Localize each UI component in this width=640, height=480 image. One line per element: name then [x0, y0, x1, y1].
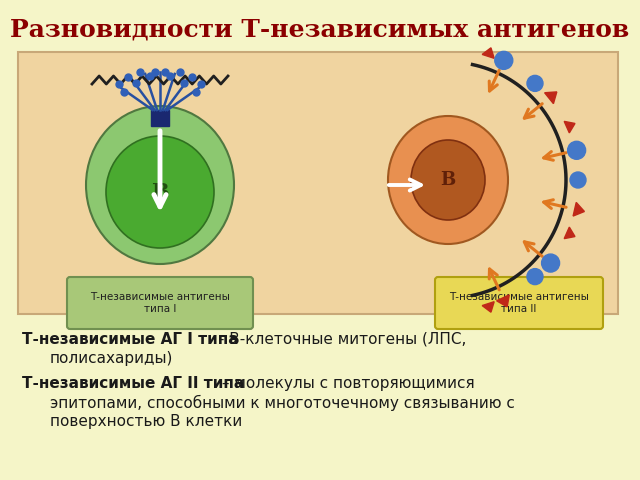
Circle shape [570, 172, 586, 188]
Text: полисахариды): полисахариды) [50, 351, 173, 366]
Polygon shape [482, 48, 494, 58]
Text: поверхностью В клетки: поверхностью В клетки [50, 414, 243, 429]
Circle shape [527, 269, 543, 285]
Text: Т-независимые антигены
типа I: Т-независимые антигены типа I [90, 292, 230, 314]
Polygon shape [482, 302, 494, 312]
Circle shape [495, 51, 513, 70]
Text: эпитопами, способными к многоточечному связыванию с: эпитопами, способными к многоточечному с… [50, 395, 515, 411]
FancyBboxPatch shape [435, 277, 603, 329]
Circle shape [527, 75, 543, 91]
Text: В: В [151, 182, 169, 202]
Text: Разновидности Т-независимых антигенов: Разновидности Т-независимых антигенов [10, 18, 630, 42]
Text: - В-клеточные митогены (ЛПС,: - В-клеточные митогены (ЛПС, [214, 332, 467, 347]
Circle shape [541, 254, 559, 272]
Polygon shape [564, 227, 575, 239]
Ellipse shape [388, 116, 508, 244]
Ellipse shape [411, 140, 485, 220]
Polygon shape [497, 295, 509, 307]
Polygon shape [545, 92, 557, 104]
Polygon shape [564, 121, 575, 133]
FancyBboxPatch shape [151, 110, 169, 126]
Circle shape [568, 141, 586, 159]
Ellipse shape [106, 136, 214, 248]
Ellipse shape [86, 106, 234, 264]
FancyBboxPatch shape [18, 52, 618, 314]
Text: Т-независимые антигены
типа II: Т-независимые антигены типа II [449, 292, 589, 314]
FancyBboxPatch shape [67, 277, 253, 329]
Text: В: В [440, 171, 456, 189]
Text: Т-независимые АГ I типа: Т-независимые АГ I типа [22, 332, 239, 347]
Text: Т-независимые АГ II типа: Т-независимые АГ II типа [22, 376, 244, 391]
Text: – молекулы с повторяющимися: – молекулы с повторяющимися [217, 376, 475, 391]
Polygon shape [573, 203, 584, 216]
